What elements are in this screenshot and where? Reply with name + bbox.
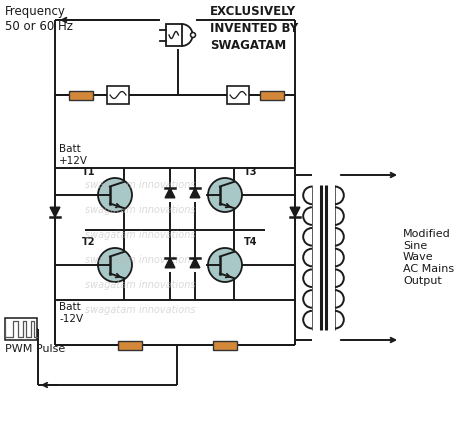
Polygon shape bbox=[190, 188, 200, 198]
Text: EXCLUSIVELY
INVENTED BY
SWAGATAM: EXCLUSIVELY INVENTED BY SWAGATAM bbox=[210, 5, 298, 52]
Text: T3: T3 bbox=[244, 167, 257, 177]
Text: Batt
+12V: Batt +12V bbox=[59, 144, 88, 166]
Text: PWM Pulse: PWM Pulse bbox=[5, 344, 65, 354]
Text: swagatam innovations: swagatam innovations bbox=[85, 205, 195, 215]
Bar bbox=[107, 86, 129, 104]
Text: swagatam innovations: swagatam innovations bbox=[85, 180, 195, 190]
Bar bbox=[227, 86, 249, 104]
Text: T4: T4 bbox=[244, 237, 257, 247]
Text: Frequency
50 or 60 Hz: Frequency 50 or 60 Hz bbox=[5, 5, 73, 33]
Text: swagatam innovations: swagatam innovations bbox=[85, 230, 195, 240]
Text: swagatam innovations: swagatam innovations bbox=[85, 280, 195, 290]
Bar bbox=[5, 318, 37, 340]
Polygon shape bbox=[50, 207, 60, 217]
Text: T2: T2 bbox=[82, 237, 95, 247]
Circle shape bbox=[208, 178, 242, 212]
Polygon shape bbox=[290, 207, 300, 217]
Text: T1: T1 bbox=[82, 167, 95, 177]
Polygon shape bbox=[165, 188, 175, 198]
Text: swagatam innovations: swagatam innovations bbox=[85, 305, 195, 315]
Polygon shape bbox=[165, 258, 175, 268]
Circle shape bbox=[208, 248, 242, 282]
Bar bbox=[213, 340, 237, 349]
Text: Modified
Sine
Wave
AC Mains
Output: Modified Sine Wave AC Mains Output bbox=[403, 230, 454, 286]
Bar bbox=[69, 91, 93, 99]
Polygon shape bbox=[190, 258, 200, 268]
Bar bbox=[260, 91, 284, 99]
Circle shape bbox=[191, 32, 195, 37]
Circle shape bbox=[98, 248, 132, 282]
Text: Batt
-12V: Batt -12V bbox=[59, 302, 83, 323]
Bar bbox=[118, 340, 142, 349]
Bar bbox=[166, 24, 182, 46]
Circle shape bbox=[98, 178, 132, 212]
Text: swagatam innovations: swagatam innovations bbox=[85, 255, 195, 265]
